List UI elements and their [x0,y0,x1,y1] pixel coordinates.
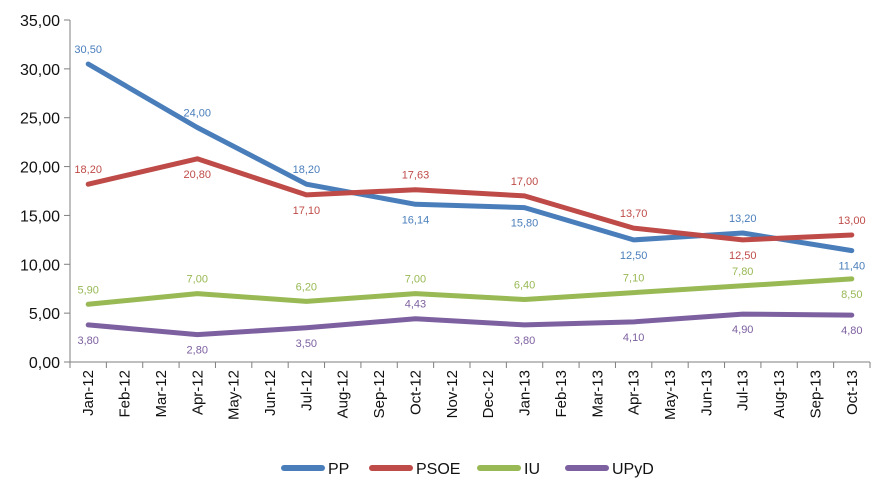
y-tick-label: 15,00 [20,208,60,225]
x-tick-label: Jul-13 [735,370,752,411]
data-label-iu: 7,00 [405,274,426,286]
x-tick-label: May-13 [662,370,679,420]
legend-label-upyd: UPyD [612,461,654,478]
x-tick-label: Jun-12 [262,370,279,416]
x-tick-label: Jul-12 [298,370,315,411]
x-tick-label: Feb-12 [117,370,134,418]
data-label-psoe: 17,10 [293,205,321,217]
data-label-psoe: 17,00 [511,176,539,188]
y-tick-labels: 0,00 5,00 10,00 15,00 20,00 25,00 30,00 35,00 [20,13,60,372]
x-tick-label: Nov-12 [444,370,461,418]
y-tick-label: 30,00 [20,62,60,79]
data-label-psoe: 13,00 [838,215,866,227]
data-label-upyd: 4,90 [732,324,753,336]
x-tick-label: Oct-12 [407,370,424,415]
series-line-iu [85,276,855,307]
data-label-upyd: 3,50 [296,338,317,350]
y-tick-label: 35,00 [20,13,60,30]
x-tick-label: Sep-12 [371,370,388,418]
x-tick-label: Jan-13 [517,370,534,416]
x-tick-label: Jun-13 [698,370,715,416]
x-tick-label: Sep-13 [807,370,824,418]
data-label-upyd: 4,43 [405,299,426,311]
data-label-iu: 7,00 [187,274,208,286]
x-tick-label: Apr-12 [189,370,206,415]
x-tick-label: Apr-13 [626,370,643,415]
x-tick-labels: Jan-12 Feb-12 Mar-12 Apr-12 May-12 Jun-12 Jul-… [80,370,861,420]
data-label-iu: 8,50 [841,289,862,301]
data-label-pp: 15,80 [511,218,539,230]
data-labels: 30,50 24,00 18,20 16,14 15,80 12,50 13,20 11,40… [74,44,865,357]
data-label-pp: 13,20 [729,213,757,225]
data-label-pp: 24,00 [184,107,212,119]
series-line-upyd [85,311,855,338]
x-tick-label: Aug-12 [335,370,352,418]
data-label-upyd: 4,80 [841,325,862,337]
data-label-upyd: 4,10 [623,332,644,344]
data-label-iu: 5,90 [77,284,98,296]
y-tick-label: 0,00 [29,355,60,372]
x-tick-label: May-12 [226,370,243,420]
series-lines [85,61,855,338]
x-tick-label: Aug-13 [771,370,788,418]
data-label-iu: 7,80 [732,266,753,278]
data-label-iu: 6,20 [296,281,317,293]
x-tick-label: Mar-13 [589,370,606,418]
data-label-pp: 30,50 [74,44,102,56]
data-label-psoe: 17,63 [402,170,430,182]
data-label-pp: 18,20 [293,164,321,176]
x-tick-label: Mar-12 [153,370,170,418]
data-label-psoe: 20,80 [184,169,212,181]
x-tick-label: Feb-13 [553,370,570,418]
y-tick-label: 25,00 [20,111,60,128]
x-tick-label: Oct-13 [844,370,861,415]
data-label-iu: 7,10 [623,273,644,285]
data-label-psoe: 18,20 [74,164,102,176]
data-label-upyd: 2,80 [187,345,208,357]
data-label-psoe: 13,70 [620,208,648,220]
data-label-pp: 11,40 [838,261,865,273]
y-tick-label: 10,00 [20,257,60,274]
data-label-iu: 6,40 [514,279,535,291]
series-line-psoe [85,156,855,243]
data-label-pp: 16,14 [402,214,430,226]
data-label-upyd: 3,80 [77,335,98,347]
legend-label-pp: PP [328,461,349,478]
data-label-pp: 12,50 [620,250,648,262]
y-tick-label: 5,00 [29,306,60,323]
y-tick-label: 20,00 [20,160,60,177]
x-tick-label: Dec-12 [480,370,497,418]
legend-label-iu: IU [524,461,540,478]
data-label-upyd: 3,80 [514,335,535,347]
chart-legend: PP PSOE IU UPyD [281,461,654,478]
chart-axes [64,19,871,368]
x-tick-label: Jan-12 [80,370,97,416]
data-label-psoe: 12,50 [729,250,757,262]
series-line-pp [85,61,855,254]
legend-label-psoe: PSOE [416,461,460,478]
